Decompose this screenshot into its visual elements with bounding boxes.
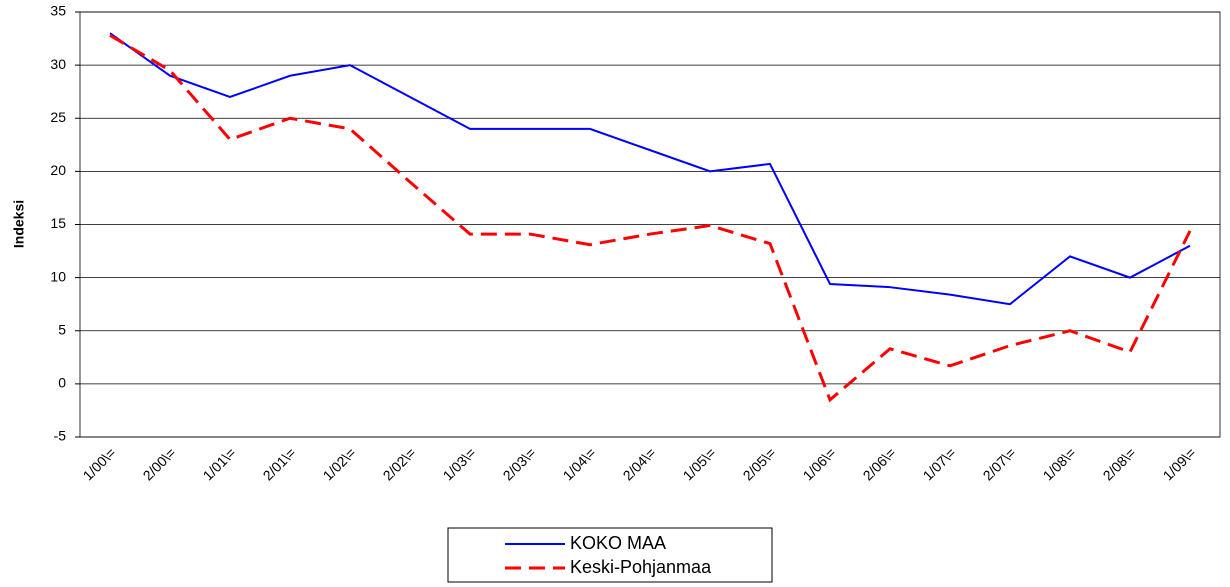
x-tick-label: 1/09\= [1160, 444, 1199, 483]
x-tick-label: 2/05\= [740, 444, 779, 483]
x-tick-label: 2/08\= [1100, 444, 1139, 483]
y-tick-label: 10 [50, 268, 66, 284]
y-tick-label: -5 [54, 428, 67, 444]
legend-label: Keski-Pohjanmaa [570, 557, 712, 577]
line [109, 34, 1192, 403]
x-tick-label: 2/02\= [380, 444, 419, 483]
y-tick-label: 25 [50, 109, 66, 125]
x-tick-label: 1/00\= [80, 444, 119, 483]
y-tick-label: 20 [50, 162, 66, 178]
x-tick-label: 1/01\= [200, 444, 239, 483]
y-tick-label: 5 [58, 321, 66, 337]
y-tick-label: 30 [50, 56, 66, 72]
x-tick-label: 2/06\= [860, 444, 899, 483]
y-tick-label: 35 [50, 3, 66, 19]
x-tick-label: 2/03\= [500, 444, 539, 483]
y-axis-label: Indeksi [11, 200, 27, 248]
x-tick-label: 1/04\= [560, 444, 599, 483]
x-tick-label: 1/02\= [320, 444, 359, 483]
x-tick-label: 1/03\= [440, 444, 479, 483]
legend-label: KOKO MAA [570, 533, 666, 553]
legend-box [447, 527, 773, 583]
x-tick-label: 1/07\= [920, 444, 959, 483]
x-tick-label: 1/08\= [1040, 444, 1079, 483]
x-tick-label: 2/07\= [980, 444, 1019, 483]
x-tick-label: 2/00\= [140, 444, 179, 483]
line [109, 32, 1191, 306]
x-tick-label: 2/01\= [260, 444, 299, 483]
y-tick-label: 15 [50, 215, 66, 231]
plot-frame [79, 11, 1221, 438]
x-tick-label: 2/04\= [620, 444, 659, 483]
x-tick-label: 1/06\= [800, 444, 839, 483]
y-tick-label: 0 [58, 375, 66, 391]
x-tick-label: 1/05\= [680, 444, 719, 483]
